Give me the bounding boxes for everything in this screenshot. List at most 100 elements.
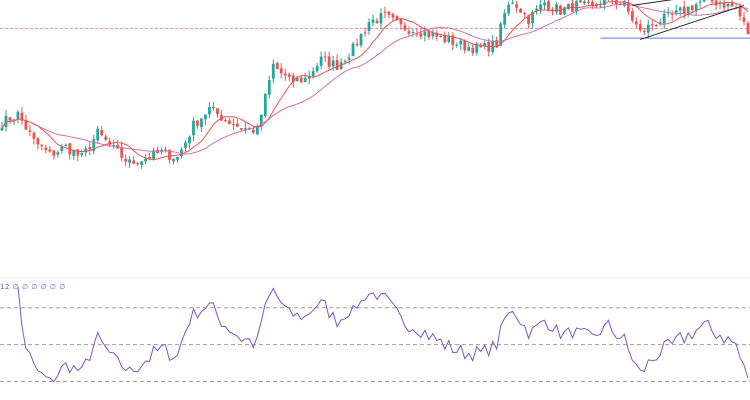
candle-body bbox=[355, 43, 359, 46]
candle-body bbox=[423, 31, 427, 36]
candle-body bbox=[0, 127, 4, 131]
candle-body bbox=[92, 139, 96, 152]
candle-body bbox=[239, 128, 243, 130]
moving-average-slow bbox=[1, 3, 749, 155]
candle-body bbox=[591, 1, 594, 6]
candle-body bbox=[483, 43, 487, 47]
candle-body bbox=[451, 35, 455, 46]
candle-body bbox=[227, 120, 231, 125]
candle-body bbox=[543, 2, 546, 6]
candle-body bbox=[690, 5, 694, 11]
candle-body bbox=[212, 106, 215, 109]
candle-body bbox=[638, 24, 642, 31]
candle-body bbox=[642, 30, 646, 32]
candle-body bbox=[52, 150, 56, 156]
candle-body bbox=[44, 147, 48, 151]
candle-body bbox=[148, 156, 151, 159]
candle-body bbox=[108, 141, 112, 145]
candle-body bbox=[132, 160, 136, 164]
candle-body bbox=[379, 13, 383, 24]
candle-body bbox=[575, 1, 578, 12]
candle-body bbox=[140, 161, 144, 166]
candle-body bbox=[279, 68, 283, 74]
candle-body bbox=[259, 114, 263, 127]
candle-body bbox=[216, 108, 219, 115]
candle-body bbox=[247, 127, 251, 129]
candle-body bbox=[359, 33, 363, 46]
candle-body bbox=[120, 147, 124, 158]
candle-body bbox=[287, 74, 291, 77]
candle-body bbox=[68, 143, 72, 155]
candle-body bbox=[650, 24, 654, 26]
candle-body bbox=[507, 4, 511, 14]
candle-body bbox=[168, 149, 171, 160]
candle-body bbox=[339, 62, 343, 70]
candle-body bbox=[251, 129, 255, 133]
candle-body bbox=[670, 13, 674, 15]
candle-body bbox=[475, 43, 479, 53]
candle-body bbox=[455, 44, 459, 46]
candle-body bbox=[88, 146, 92, 150]
candle-body bbox=[311, 71, 315, 77]
candle-body bbox=[523, 13, 526, 15]
candle-body bbox=[144, 158, 148, 162]
candle-body bbox=[499, 23, 503, 46]
candle-body bbox=[72, 150, 76, 157]
candle-body bbox=[235, 123, 239, 127]
candle-body bbox=[136, 163, 140, 165]
rsi-line bbox=[17, 286, 749, 383]
candle-body bbox=[196, 120, 199, 126]
candle-body bbox=[495, 39, 499, 47]
candle-body bbox=[331, 60, 335, 67]
candle-body bbox=[224, 120, 227, 122]
candle-body bbox=[419, 33, 423, 37]
candle-body bbox=[726, 3, 730, 7]
candle-body bbox=[746, 22, 750, 35]
moving-average-fast bbox=[1, 1, 749, 161]
candle-body bbox=[391, 14, 395, 18]
candle-body bbox=[176, 157, 179, 160]
candle-body bbox=[630, 11, 634, 21]
candle-body bbox=[323, 56, 327, 58]
candle-body bbox=[315, 65, 319, 72]
price-pane bbox=[0, 0, 750, 169]
candle-body bbox=[48, 149, 52, 152]
candle-body bbox=[527, 15, 530, 24]
candle-body bbox=[654, 24, 658, 26]
candle-body bbox=[435, 32, 439, 37]
candle-body bbox=[367, 22, 371, 31]
candle-body bbox=[40, 144, 44, 147]
candle-body bbox=[263, 93, 267, 117]
candle-body bbox=[387, 11, 391, 15]
candle-body bbox=[447, 36, 451, 43]
candle-body bbox=[295, 77, 299, 82]
candle-body bbox=[439, 36, 443, 38]
candle-body bbox=[12, 119, 16, 122]
candle-body bbox=[602, 0, 606, 6]
candle-body bbox=[531, 12, 534, 24]
candle-body bbox=[730, 2, 734, 7]
candle-body bbox=[535, 8, 538, 11]
candle-body bbox=[319, 56, 323, 66]
candle-body bbox=[722, 2, 726, 8]
candle-body bbox=[443, 34, 447, 43]
candle-body bbox=[547, 1, 550, 10]
candle-body bbox=[467, 47, 471, 51]
candle-body bbox=[511, 2, 515, 4]
candle-body bbox=[303, 77, 307, 83]
candle-body bbox=[634, 21, 638, 25]
candle-body bbox=[80, 153, 84, 156]
candle-body bbox=[375, 20, 379, 23]
candle-body bbox=[658, 22, 662, 25]
candle-body bbox=[204, 114, 207, 120]
candle-body bbox=[519, 8, 523, 13]
candle-body bbox=[84, 148, 88, 153]
candle-body bbox=[471, 48, 475, 54]
candle-body bbox=[104, 136, 108, 140]
candle-body bbox=[678, 7, 682, 11]
candle-body bbox=[275, 62, 279, 70]
candle-body bbox=[539, 4, 542, 10]
candle-body bbox=[662, 13, 666, 24]
